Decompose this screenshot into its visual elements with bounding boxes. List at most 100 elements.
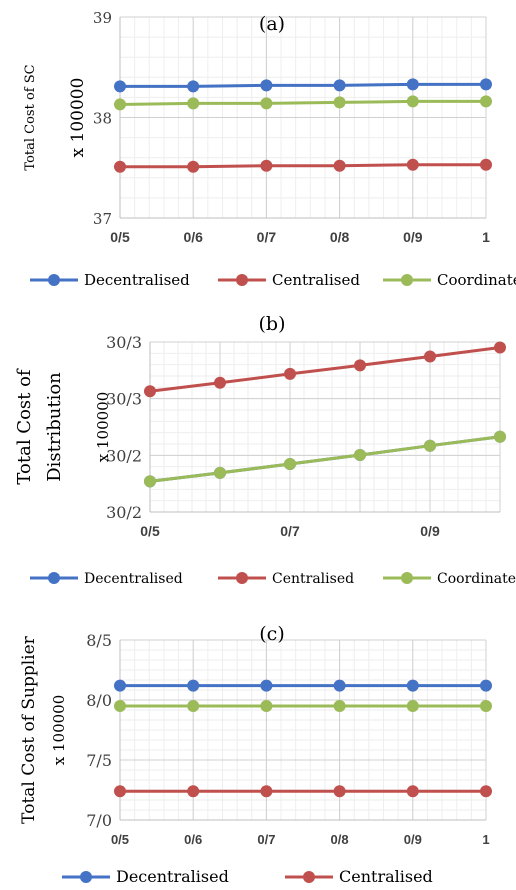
data-point [406,700,419,712]
data-point [406,158,419,171]
legend-marker [401,572,413,584]
data-point [187,785,200,798]
x-tick-label: 0/9 [403,229,423,245]
data-point [187,160,200,173]
legend-item: Decentralised [62,867,229,886]
series-centralised [114,158,492,173]
x-tick-label: 1 [482,229,490,245]
x-tick-label: 0/5 [110,229,130,245]
series-centralised [144,341,506,398]
data-point [187,700,200,712]
data-point [480,679,492,692]
data-point [114,679,126,692]
data-point [480,700,492,712]
data-point [260,97,273,110]
data-point [406,95,419,108]
data-point [480,95,492,108]
data-point [406,679,419,692]
minor-gridlines [119,639,487,821]
series-decentralised [114,679,492,692]
data-point [114,160,126,173]
y-axis-label: Total Cost of Supplier [19,635,39,823]
minor-gridlines [149,341,501,513]
data-point [214,376,226,389]
y-tick-label: 38 [93,110,112,128]
series-decentralised [114,78,492,93]
data-point [333,159,346,172]
legend-item: Coordinated [383,271,516,289]
major-gridlines [119,16,487,219]
legend-label: Centralised [272,271,360,289]
y-tick-label: 39 [93,9,112,27]
legend-item: Centralised [218,571,354,587]
data-point [260,79,273,92]
data-point [494,430,506,443]
data-point [354,359,366,372]
data-point [406,785,419,798]
x-tick-label: 0/7 [280,523,300,539]
data-point [333,96,346,109]
y-tick-label: 8/5 [86,631,112,650]
legend-item: Centralised [285,867,433,886]
legend-marker [80,871,92,883]
data-point [480,158,492,171]
x-tick-label: 0/6 [184,832,202,847]
x-tick-label: 0/5 [140,523,160,539]
chart-0: 37 38 39 0/5 0/6 0/7 0/8 0/9 1 (a) x 100000 Total C… [23,9,516,289]
x-tick-label: 0/5 [111,832,129,847]
legend-label: Decentralised [116,867,229,886]
series-coordinated [144,430,506,488]
y-tick-label: 8/0 [86,691,112,710]
y-axis-label: Total Cost of SC [23,64,38,170]
legend-marker [236,274,248,286]
legend-label: Coordinated [437,271,516,289]
data-point [260,700,273,712]
legend-label: Coordinated [437,571,516,587]
data-point [214,466,226,479]
y-unit-label: x 100000 [68,78,88,158]
y-tick-label: 37 [93,210,112,228]
major-gridlines [149,341,501,513]
data-point [480,78,492,91]
series-centralised [114,785,492,798]
chart-1: 30/2 30/2 30/3 30/3 0/5 0/7 0/9 (b) x 100000 Tota… [14,313,516,587]
data-point [424,350,436,363]
legend-marker [236,572,248,584]
data-point [406,78,419,91]
data-point [260,159,273,172]
y-tick-label: 30/2 [106,446,142,465]
series-line [119,99,486,106]
series-line [120,163,486,169]
x-tick-label: 0/6 [183,229,203,245]
series-line [149,346,501,393]
y-axis-label: Distribution [44,372,65,482]
y-axis-label: Total Cost of [14,368,35,485]
x-tick-label: 1 [482,832,489,847]
data-point [284,457,296,470]
data-point [260,679,273,692]
legend-marker [303,871,315,883]
legend-item: Decentralised [30,571,183,587]
legend-marker [48,572,60,584]
data-point [333,785,346,798]
legend: Decentralised Centralised Coordinated [30,271,516,289]
data-point [284,367,296,380]
legend-label: Centralised [272,571,354,587]
data-point [333,679,346,692]
legend: Decentralised Centralised [62,867,433,886]
legend-item: Centralised [218,271,360,289]
y-tick-label: 7/0 [86,811,112,830]
data-point [114,98,126,111]
x-tick-label: 0/9 [404,832,422,847]
y-tick-label: 30/3 [106,333,142,352]
data-point [354,449,366,462]
y-tick-label: 7/5 [86,751,112,770]
x-tick-label: 0/9 [420,523,440,539]
y-tick-label: 30/2 [106,503,142,522]
data-point [114,80,126,93]
data-point [187,80,200,93]
chart-2: 7/0 7/5 8/0 8/5 0/5 0/6 0/7 0/8 0/9 1 (c) x 100000 T… [19,623,492,886]
series-line [120,82,486,88]
legend-label: Decentralised [84,271,190,289]
x-tick-label: 0/8 [331,832,349,847]
